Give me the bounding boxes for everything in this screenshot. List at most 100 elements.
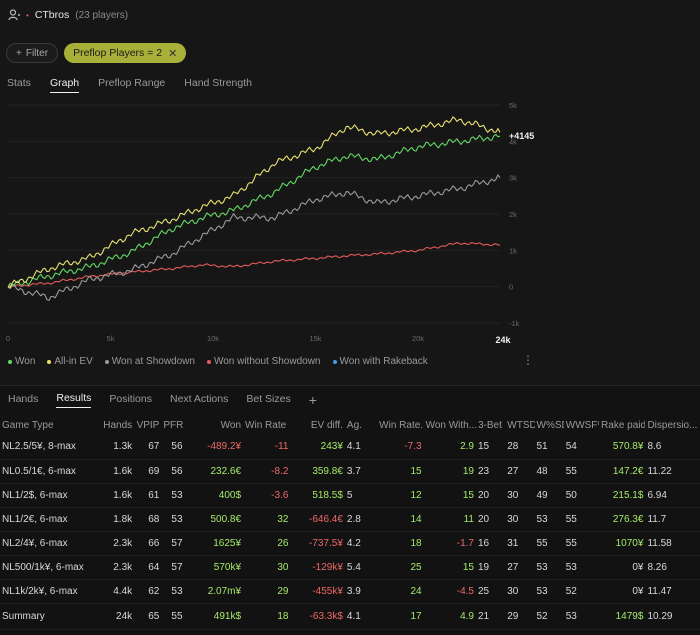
user-icon [8, 9, 20, 21]
add-filter-button[interactable]: + Filter [6, 43, 59, 63]
player-count: (23 players) [75, 9, 129, 21]
table-cell: -63.3k$ [290, 602, 345, 630]
table-cell: 55 [563, 507, 600, 532]
filter-chip[interactable]: Preflop Players = 2 ✕ [64, 43, 187, 63]
table-cell: 21 [476, 602, 506, 630]
column-header[interactable]: VPIP [136, 419, 160, 431]
legend-item-won[interactable]: Won [8, 356, 35, 367]
tab-graph[interactable]: Graph [49, 77, 80, 93]
plus-icon: + [16, 47, 22, 59]
table-cell: 12 [377, 483, 424, 508]
close-icon[interactable]: ✕ [168, 47, 178, 60]
table-cell: 1479$ [599, 602, 646, 630]
column-header[interactable]: Win Rate... [379, 419, 424, 431]
table-cell: 10.29 [645, 602, 700, 630]
column-header[interactable]: W%SD [536, 419, 564, 431]
y-tick-label: 4k [509, 137, 517, 146]
table-cell: 68 [134, 507, 162, 532]
column-header[interactable]: Win Rate ... [245, 419, 290, 431]
table-cell: 215.1$ [599, 483, 646, 508]
table-cell: NL2.5/5¥, 8-max [0, 435, 99, 460]
player-name[interactable]: CTbros [34, 9, 70, 21]
table-cell: 66 [134, 531, 162, 556]
table-cell: 11.7 [645, 507, 700, 532]
table-cell: 52 [563, 579, 600, 604]
tab-hands[interactable]: Hands [8, 392, 39, 405]
column-header[interactable]: WWSF% [565, 419, 599, 431]
table-cell: 53 [534, 555, 564, 580]
column-header[interactable]: Ag. [346, 419, 362, 431]
y-tick-label: -1k [509, 319, 520, 328]
legend-item-allin-ev[interactable]: All-in EV [47, 356, 93, 367]
table-row[interactable]: NL1k/2k¥, 6-max 4.4k 62 53 2.07m¥ 29 -455k¥ 3.9… [0, 579, 700, 604]
legend-swatch [332, 359, 337, 364]
column-header[interactable]: EV diff. [310, 419, 343, 431]
table-cell: -737.5¥ [290, 531, 345, 556]
table-cell: 1.8k [98, 507, 135, 532]
tab-results[interactable]: Results [56, 392, 92, 408]
table-cell: 18 [377, 531, 424, 556]
table-cell: 1625¥ [184, 531, 244, 556]
table-cell: 19 [476, 555, 506, 580]
tab-positions[interactable]: Positions [109, 392, 152, 405]
more-icon[interactable]: ⋮ [522, 353, 534, 367]
column-header[interactable]: PFR [163, 419, 184, 431]
table-cell: 4.1 [344, 602, 378, 630]
table-cell: 48 [534, 459, 564, 484]
tab-next-actions[interactable]: Next Actions [169, 392, 229, 405]
legend-item-non-showdown[interactable]: Won without Showdown [206, 356, 321, 367]
y-tick-label: 2k [509, 210, 517, 219]
add-tab-icon[interactable]: + [308, 392, 317, 408]
table-cell: NL1/2$, 6-max [0, 483, 99, 508]
table-cell: 54 [563, 435, 600, 460]
series-line-won [7, 133, 501, 287]
table-cell: 4.4k [98, 579, 135, 604]
table-cell: 1070¥ [599, 531, 646, 556]
table-cell: NL500/1k¥, 6-max [0, 555, 99, 580]
column-header[interactable]: Hands [103, 419, 133, 431]
column-header[interactable]: Rake paid [601, 419, 646, 431]
legend-item-rakeback[interactable]: Won with Rakeback [332, 356, 428, 367]
tab-bet-sizes[interactable]: Bet Sizes [246, 392, 291, 405]
table-cell: 30 [243, 555, 291, 580]
column-header[interactable]: WTSD [507, 419, 535, 431]
summary-row[interactable]: Summary 24k 65 55 491k$ 18 -63.3k$ 4.1 17 4.9 21 29… [0, 602, 700, 630]
table-cell: 570.8¥ [599, 435, 646, 460]
table-row[interactable]: NL2/4¥, 6-max 2.3k 66 57 1625¥ 26 -737.5¥ 4.2 18… [0, 531, 700, 556]
column-header[interactable]: 3-Bet [478, 419, 502, 431]
y-tick-label: 5k [509, 101, 517, 110]
table-cell: 23 [476, 459, 506, 484]
column-header[interactable]: Game Type [2, 419, 54, 431]
table-row[interactable]: NL0.5/1€, 6-max 1.6k 69 56 232.6€ -8.2 359.8€ 3… [0, 459, 700, 484]
table-row[interactable]: NL500/1k¥, 6-max 2.3k 64 57 570k¥ 30 -129k¥ 5.4… [0, 555, 700, 580]
x-tick-label: 0 [6, 334, 10, 343]
table-cell: 491k$ [184, 602, 244, 630]
legend-label: Won at Showdown [111, 356, 195, 367]
series-line-won-at-showdown [7, 174, 501, 301]
legend-item-showdown[interactable]: Won at Showdown [104, 356, 195, 367]
column-header[interactable]: Won With... [425, 419, 476, 431]
tab-preflop-range[interactable]: Preflop Range [98, 77, 166, 89]
table-cell: -3.6 [243, 483, 291, 508]
table-cell: Summary [0, 602, 99, 630]
table-cell: 53 [534, 507, 564, 532]
column-header[interactable]: Won [220, 419, 242, 431]
table-cell: 1.6k [98, 483, 135, 508]
status-dot: • [26, 10, 29, 20]
filter-label: Filter [25, 47, 49, 59]
table-cell: 11.47 [645, 579, 700, 604]
table-row[interactable]: NL1/2$, 6-max 1.6k 61 53 400$ -3.6 518.5$ 5 12 15… [0, 483, 700, 508]
table-cell: -7.3 [377, 435, 424, 460]
column-header[interactable]: Dispersio... [647, 419, 698, 431]
table-cell: 15 [377, 459, 424, 484]
table-cell: 53 [161, 579, 185, 604]
table-cell: 55 [161, 602, 185, 630]
table-cell: 55 [563, 531, 600, 556]
tab-stats[interactable]: Stats [7, 77, 31, 89]
table-row[interactable]: NL1/2€, 6-max 1.8k 68 53 500.8€ 32 -646.4€ 2.8 1… [0, 507, 700, 532]
table-cell: 2.07m¥ [184, 579, 244, 604]
tab-hand-strength[interactable]: Hand Strength [184, 77, 252, 89]
table-cell: 147.2€ [599, 459, 646, 484]
table-row[interactable]: NL2.5/5¥, 8-max 1.3k 67 56 -489.2¥ -11 243¥ 4.1… [0, 435, 700, 460]
table-cell: -489.2¥ [184, 435, 244, 460]
